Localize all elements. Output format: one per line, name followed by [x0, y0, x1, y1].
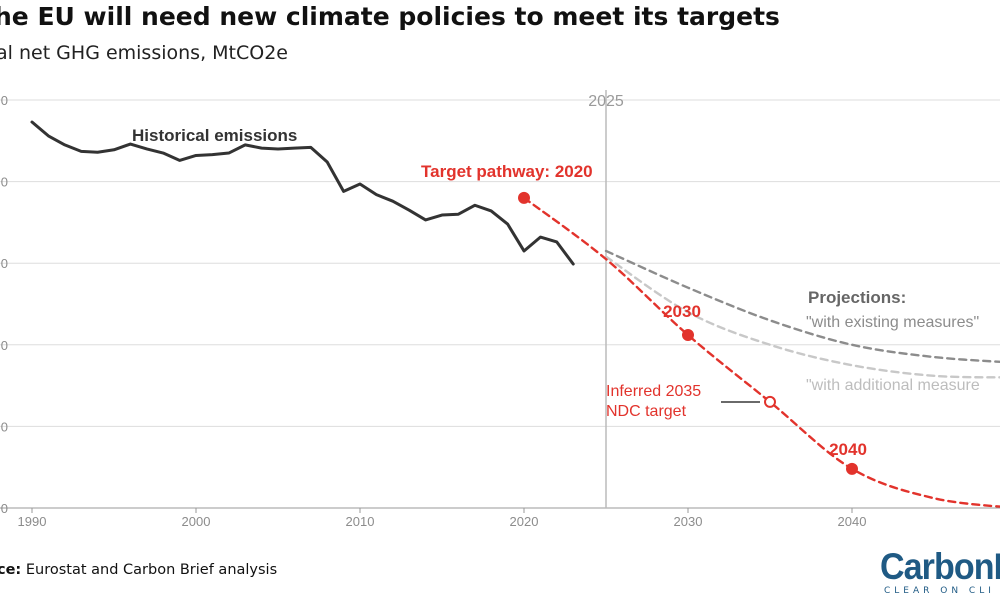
grid-layer: 000000199020002010202020302040202025: [0, 90, 1000, 529]
x-tick-label: 2030: [674, 514, 703, 529]
logo-tagline: CLEAR ON CLI: [884, 586, 995, 596]
x-tick-label: 1990: [18, 514, 47, 529]
x-tick-label: 2020: [510, 514, 539, 529]
source-text: Eurostat and Carbon Brief analysis: [25, 562, 278, 578]
x-tick-label: 2040: [838, 514, 867, 529]
ndc-label-line1: Inferred 2035: [606, 383, 701, 400]
source-label: ce:: [0, 562, 22, 578]
x-tick-label: 2000: [182, 514, 211, 529]
chart-subtitle: al net GHG emissions, MtCO2e: [0, 42, 288, 64]
y-tick-label: 0: [1, 256, 8, 271]
wem-label: "with existing measures": [806, 314, 979, 331]
year-2025-label: 2025: [588, 93, 624, 110]
target-point-2030: [682, 329, 694, 342]
y-tick-label: 0: [1, 175, 8, 190]
series-line-historical: [30, 120, 575, 266]
target-point-label-2040: 2040: [829, 440, 867, 459]
series-line-wem: [604, 249, 1000, 364]
label-layer: Historical emissions Target pathway: 2020…: [132, 126, 980, 420]
target-point-2035: [764, 395, 776, 408]
target-point-2040: [846, 462, 858, 475]
ndc-label-line2: NDC target: [606, 403, 687, 420]
y-tick-label: 0: [1, 501, 8, 516]
target-point-label-2030: 2030: [663, 302, 701, 321]
series-line-wam: [604, 255, 1000, 379]
x-tick-label: 2010: [346, 514, 375, 529]
wam-label: "with additional measure: [806, 377, 980, 394]
projections-heading: Projections:: [808, 288, 906, 307]
historical-emissions-label: Historical emissions: [132, 126, 297, 145]
target-pathway-label: Target pathway: 2020: [421, 162, 593, 181]
series-line-target: [522, 196, 1000, 508]
source-note: ce: Eurostat and Carbon Brief analysis: [0, 562, 277, 578]
target-point-2020: [518, 191, 530, 204]
chart-title: he EU will need new climate policies to …: [0, 2, 780, 31]
y-tick-label: 0: [1, 338, 8, 353]
y-tick-label: 0: [1, 93, 8, 108]
y-tick-label: 0: [1, 419, 8, 434]
